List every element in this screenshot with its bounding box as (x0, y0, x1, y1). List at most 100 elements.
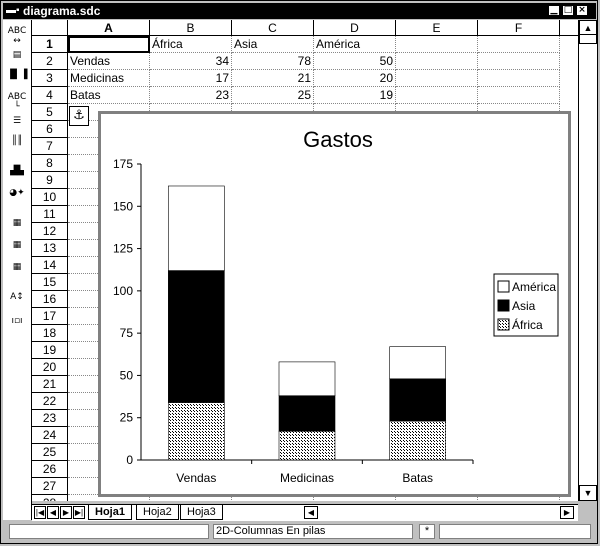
sheet-tab-bar: |◀ ◀ ▶ ▶| Hoja1 Hoja2 Hoja3 ◀ ▶ (32, 504, 578, 521)
row-header[interactable]: 24 (32, 427, 68, 444)
minimize-button[interactable]: ▁ (548, 5, 560, 16)
column-header-d[interactable]: D (314, 20, 396, 36)
cell-b2[interactable]: 34 (150, 53, 232, 70)
row-header[interactable]: 23 (32, 410, 68, 427)
next-sheet-button[interactable]: ▶ (60, 506, 72, 519)
cell-f2[interactable] (478, 53, 560, 70)
row-header[interactable]: 11 (32, 206, 68, 223)
chart-data-icon[interactable]: ▟▙ (10, 166, 24, 176)
cell-c1[interactable]: Asia (232, 36, 314, 53)
row-header[interactable]: 28 (32, 495, 68, 501)
row-header[interactable]: 4 (32, 87, 68, 104)
cell-d4[interactable]: 19 (314, 87, 396, 104)
row-header[interactable]: 26 (32, 461, 68, 478)
cell-f1[interactable] (478, 36, 560, 53)
corner-select-all[interactable] (32, 20, 68, 36)
axis-title-icon[interactable]: ABC ↔ (7, 26, 27, 46)
cell-c4[interactable]: 25 (232, 87, 314, 104)
row-header[interactable]: 16 (32, 291, 68, 308)
column-header-a[interactable]: A (68, 20, 150, 36)
row-header[interactable]: 10 (32, 189, 68, 206)
row-header[interactable]: 27 (32, 478, 68, 495)
vertical-grid-icon[interactable]: ║║ (11, 136, 23, 146)
cell-f3[interactable] (478, 70, 560, 87)
row-header[interactable]: 17 (32, 308, 68, 325)
row-header[interactable]: 6 (32, 121, 68, 138)
cell-e4[interactable] (396, 87, 478, 104)
row-header[interactable]: 12 (32, 223, 68, 240)
hscroll-right-button[interactable]: ▶ (560, 506, 574, 519)
row-header[interactable]: 7 (32, 138, 68, 155)
hscroll-left-button[interactable]: ◀ (304, 506, 318, 519)
close-button[interactable]: × (576, 5, 588, 16)
cell[interactable] (314, 495, 396, 501)
cell-b3[interactable]: 17 (150, 70, 232, 87)
scroll-thumb[interactable] (579, 34, 597, 44)
row-header[interactable]: 20 (32, 359, 68, 376)
chart-effects-icon[interactable]: ◕✦ (9, 188, 25, 198)
row-header[interactable]: 14 (32, 257, 68, 274)
cell-d3[interactable]: 20 (314, 70, 396, 87)
table-1-icon[interactable]: ▦ (12, 218, 22, 228)
cell[interactable] (478, 495, 560, 501)
table-2-icon[interactable]: ▦ (12, 240, 22, 250)
cell-a2[interactable]: Vendas (68, 53, 150, 70)
bar-segment (389, 346, 446, 380)
cell-e2[interactable] (396, 53, 478, 70)
system-menu-icon[interactable]: ▬▪ (6, 5, 20, 16)
cell-e3[interactable] (396, 70, 478, 87)
cell-f4[interactable] (478, 87, 560, 104)
stats-icon[interactable]: ı▫ı (11, 316, 23, 326)
prev-sheet-button[interactable]: ◀ (47, 506, 59, 519)
scroll-down-button[interactable]: ▼ (579, 485, 597, 501)
cell[interactable] (232, 495, 314, 501)
row-header[interactable]: 2 (32, 53, 68, 70)
title-bar[interactable]: ▬▪ diagrama.sdc ▁ □ × (3, 3, 596, 19)
column-header-b[interactable]: B (150, 20, 232, 36)
row-header[interactable]: 15 (32, 274, 68, 291)
cell-b1[interactable]: África (150, 36, 232, 53)
tab-hoja3[interactable]: Hoja3 (180, 505, 223, 520)
axes-icon[interactable]: ABC └ (7, 92, 27, 112)
tab-hoja2[interactable]: Hoja2 (136, 505, 179, 520)
column-header-f[interactable]: F (478, 20, 560, 36)
row-header[interactable]: 8 (32, 155, 68, 172)
row-header[interactable]: 18 (32, 325, 68, 342)
chart-type-icon[interactable]: ▐▌▐ (6, 70, 28, 80)
cell[interactable] (68, 495, 150, 501)
cell-c2[interactable]: 78 (232, 53, 314, 70)
horizontal-grid-icon[interactable]: ☰ (12, 116, 22, 126)
row-header[interactable]: 25 (32, 444, 68, 461)
chart-object[interactable]: Gastos 0 25 50 75 100 125 150 175 Vendas Medicina… (98, 111, 571, 497)
cell-a3[interactable]: Medicinas (68, 70, 150, 87)
first-sheet-button[interactable]: |◀ (34, 506, 46, 519)
cell-a1-selected[interactable] (68, 36, 150, 53)
row-header[interactable]: 5 (32, 104, 68, 121)
cell[interactable] (396, 495, 478, 501)
text-scale-icon[interactable]: A↕ (10, 292, 24, 302)
vertical-scrollbar[interactable]: ▲ ▼ (578, 20, 597, 501)
column-header-e[interactable]: E (396, 20, 478, 36)
cell-d2[interactable]: 50 (314, 53, 396, 70)
row-header[interactable]: 21 (32, 376, 68, 393)
column-header-c[interactable]: C (232, 20, 314, 36)
legend-icon[interactable]: ▤ (12, 50, 22, 60)
maximize-button[interactable]: □ (562, 5, 574, 16)
row-header[interactable]: 19 (32, 342, 68, 359)
anchor-icon[interactable]: ⚓ (69, 106, 89, 126)
table-3-icon[interactable]: ▦ (12, 262, 22, 272)
row-header[interactable]: 9 (32, 172, 68, 189)
tab-hoja1[interactable]: Hoja1 (88, 505, 132, 520)
last-sheet-button[interactable]: ▶| (73, 506, 85, 519)
cell-b4[interactable]: 23 (150, 87, 232, 104)
cell-a4[interactable]: Batas (68, 87, 150, 104)
cell-e1[interactable] (396, 36, 478, 53)
row-header[interactable]: 1 (32, 36, 68, 53)
row-header[interactable]: 3 (32, 70, 68, 87)
row-header[interactable]: 13 (32, 240, 68, 257)
cell-d1[interactable]: América (314, 36, 396, 53)
cell[interactable] (150, 495, 232, 501)
row-header[interactable]: 22 (32, 393, 68, 410)
cell-c3[interactable]: 21 (232, 70, 314, 87)
column-header-g[interactable] (560, 20, 578, 36)
